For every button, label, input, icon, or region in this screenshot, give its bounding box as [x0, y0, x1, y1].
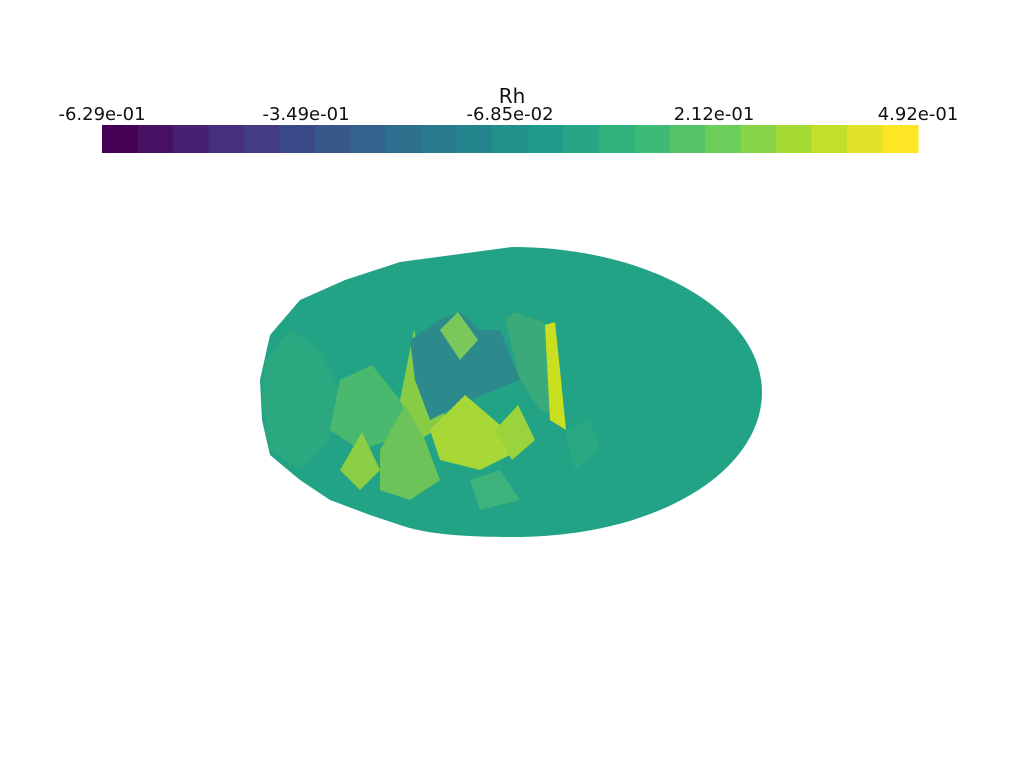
- color-swatch: [598, 125, 635, 153]
- scalar-bar-label: -3.49e-01: [262, 104, 349, 125]
- surface-valley: [410, 312, 520, 420]
- scalar-bar-label: -6.85e-02: [466, 104, 553, 125]
- scalar-bar-labels: -6.29e-01 -3.49e-01 -6.85e-02 2.12e-01 4.92e…: [58, 104, 958, 125]
- surface-mesh: [260, 247, 762, 537]
- scalar-bar-label: -6.29e-01: [58, 104, 145, 125]
- color-swatch: [634, 125, 671, 153]
- color-swatch: [350, 125, 387, 153]
- color-swatch: [563, 125, 600, 153]
- scalar-bar-label: 4.92e-01: [878, 104, 959, 125]
- color-swatch: [811, 125, 848, 153]
- color-swatch: [208, 125, 245, 153]
- color-swatch: [705, 125, 742, 153]
- color-swatch: [882, 125, 919, 153]
- surface-peak: [545, 322, 566, 430]
- scalar-bar-label: 2.12e-01: [674, 104, 755, 125]
- color-swatch: [279, 125, 316, 153]
- color-swatch: [102, 125, 138, 153]
- color-swatch: [385, 125, 422, 153]
- scalar-bar-title: Rh: [499, 84, 526, 108]
- surface-peak: [495, 405, 535, 460]
- surface-peak: [340, 432, 380, 490]
- surface-peak: [380, 405, 440, 500]
- surface-patch: [565, 420, 600, 470]
- surface-peak: [440, 312, 478, 360]
- surface-peak: [430, 395, 520, 470]
- color-swatch: [137, 125, 174, 153]
- color-swatch: [172, 125, 209, 153]
- color-swatch: [776, 125, 813, 153]
- color-swatch: [492, 125, 529, 153]
- color-swatch: [669, 125, 706, 153]
- surface-patch: [470, 470, 520, 510]
- surface-patch: [262, 330, 340, 470]
- color-swatch: [421, 125, 458, 153]
- color-swatch: [243, 125, 280, 153]
- color-swatch: [847, 125, 884, 153]
- color-swatch: [314, 125, 351, 153]
- color-swatch: [740, 125, 777, 153]
- scalar-bar: [102, 125, 919, 153]
- color-swatch: [456, 125, 493, 153]
- color-swatch: [527, 125, 564, 153]
